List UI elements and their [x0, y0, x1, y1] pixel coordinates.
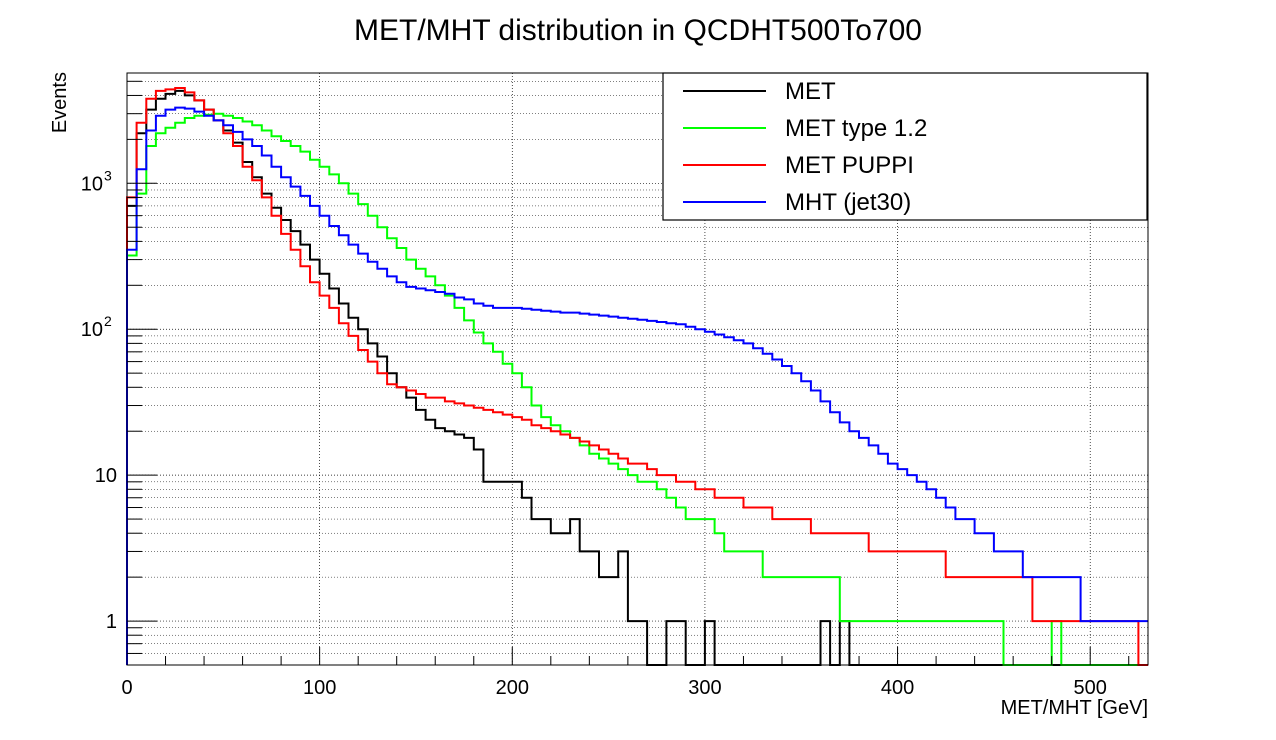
- series-line-3: [126, 106, 1148, 665]
- x-tick-label: 500: [1074, 677, 1107, 699]
- y-tick-label: 1: [106, 611, 117, 633]
- x-tick-label: 300: [688, 677, 721, 699]
- legend-box: [662, 72, 1148, 221]
- legend-label: MET type 1.2: [785, 115, 927, 142]
- legend-label: MHT (jet30): [785, 189, 911, 216]
- axis-ticks: [126, 80, 1130, 666]
- y-tick-exponent: 3: [104, 167, 112, 183]
- x-tick-label: 0: [121, 677, 132, 699]
- series-line-1: [126, 112, 1148, 666]
- legend-label: MET PUPPI: [785, 152, 914, 179]
- x-axis-label: MET/MHT [GeV]: [1001, 697, 1148, 719]
- chart-title: MET/MHT distribution in QCDHT500To700: [354, 14, 922, 47]
- x-tick-label: 200: [496, 677, 529, 699]
- x-tick-label: 400: [881, 677, 914, 699]
- y-axis-label: Events: [49, 72, 71, 133]
- legend-label: MET: [785, 78, 836, 105]
- y-tick-exponent: 2: [104, 313, 112, 329]
- y-tick-label: 10: [95, 465, 117, 487]
- plot-frame: [126, 72, 1149, 666]
- x-tick-label: 100: [303, 677, 336, 699]
- legend: MET MET type 1.2 MET PUPPI MHT (jet30): [662, 72, 1148, 221]
- y-tick-label: 10: [81, 173, 103, 195]
- y-tick-label: 10: [81, 319, 103, 341]
- series-line-2: [126, 87, 1148, 666]
